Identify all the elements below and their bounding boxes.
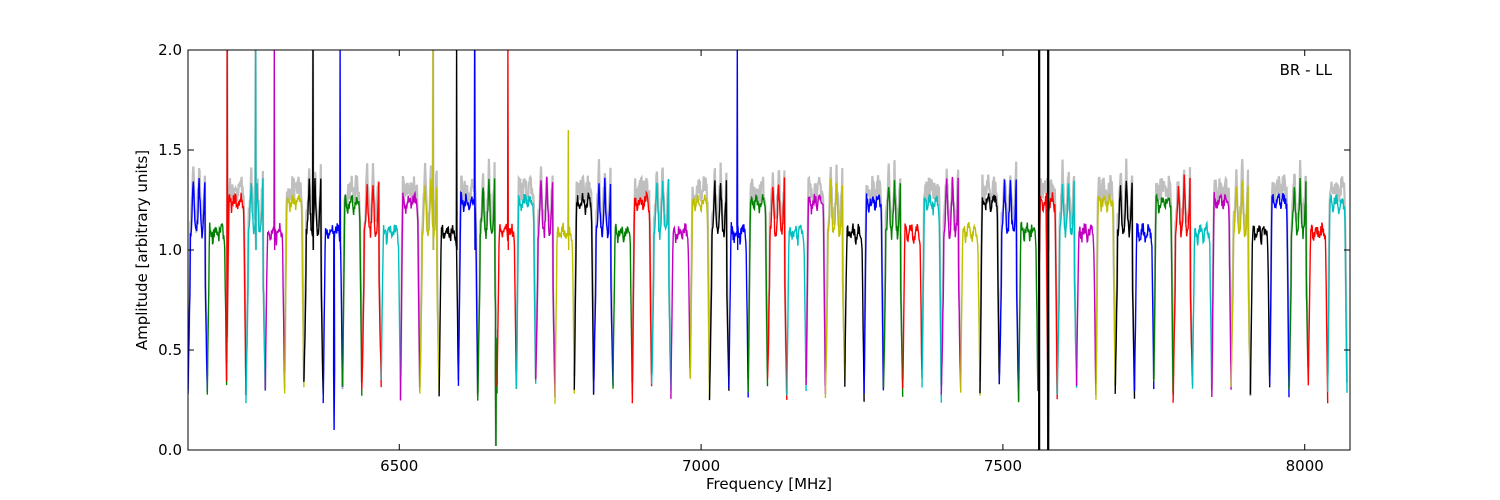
reference-channel-27: [689, 176, 711, 383]
channel-line-9: [341, 194, 363, 396]
reference-channel-24: [631, 174, 653, 383]
y-tick-label: 2.0: [158, 41, 182, 59]
channel-line-20: [554, 129, 575, 404]
channel-line-23: [612, 223, 633, 396]
channel-line-15: [457, 50, 479, 394]
channel-line-22: [592, 177, 614, 393]
channel-line-58: [1288, 177, 1309, 390]
channel-line-16: [477, 178, 498, 447]
channel-line-57: [1269, 192, 1290, 398]
channel-line-5: [264, 50, 286, 391]
channel-line-60: [1327, 194, 1348, 393]
channel-line-59: [1307, 222, 1329, 404]
series-layer: [188, 50, 1349, 450]
channel-line-48: [1095, 193, 1116, 400]
y-tick-label: 0.0: [158, 441, 182, 459]
channel-line-54: [1211, 192, 1232, 398]
x-tick-label: 7000: [682, 457, 720, 475]
channel-line-30: [747, 194, 769, 393]
channel-line-35: [844, 223, 865, 402]
reference-channel-18: [515, 174, 537, 379]
channel-line-29: [728, 50, 749, 398]
channel-line-47: [1075, 223, 1097, 395]
channel-line-40: [940, 176, 962, 395]
channel-line-7: [303, 50, 324, 395]
y-tick-label: 1.5: [158, 141, 182, 159]
channel-line-17: [496, 50, 518, 389]
reference-channel-54: [1210, 175, 1233, 390]
channel-line-13: [419, 50, 440, 394]
channel-line-52: [1172, 174, 1194, 403]
channel-line-50: [1133, 223, 1155, 392]
channel-line-53: [1191, 220, 1213, 393]
reference-channel-60: [1326, 176, 1349, 383]
channel-line-14: [438, 50, 460, 397]
channel-line-51: [1153, 193, 1174, 394]
channel-line-38: [902, 223, 923, 389]
reference-channel-51: [1152, 175, 1175, 396]
channel-line-18: [515, 193, 537, 389]
reference-channel-42: [978, 174, 1001, 382]
channel-line-37: [882, 180, 904, 397]
channel-line-49: [1114, 180, 1136, 399]
y-tick-label: 1.0: [158, 241, 182, 259]
channel-line-8: [322, 50, 344, 431]
reference-channel-12: [399, 175, 421, 388]
channel-line-2: [206, 222, 228, 395]
panel-annotation: BR - LL: [1280, 61, 1333, 79]
channel-line-19: [535, 176, 556, 398]
channel-line-56: [1249, 225, 1271, 395]
channel-line-32: [786, 224, 807, 396]
y-axis-label: Amplitude [arbitrary units]: [133, 150, 151, 350]
channel-line-25: [650, 178, 672, 391]
channel-line-27: [689, 194, 711, 398]
channel-line-6: [283, 193, 305, 394]
channel-line-43: [998, 179, 1020, 401]
x-tick-label: 7500: [984, 457, 1022, 475]
channel-line-33: [805, 193, 827, 395]
channel-line-55: [1230, 180, 1252, 395]
channel-line-26: [670, 223, 691, 399]
reference-channel-21: [573, 174, 595, 378]
channel-line-36: [863, 193, 885, 394]
channel-line-44: [1017, 221, 1039, 403]
channel-line-42: [979, 193, 1000, 394]
channel-line-4: [245, 50, 266, 404]
channel-line-28: [708, 180, 730, 401]
channel-line-34: [824, 178, 846, 399]
channel-line-21: [573, 192, 595, 395]
channel-line-41: [960, 222, 981, 396]
channel-line-1: [188, 177, 208, 395]
channel-line-10: [361, 182, 382, 390]
channel-line-46: [1056, 180, 1078, 395]
channel-line-39: [921, 194, 942, 403]
x-axis-label: Frequency [MHz]: [706, 475, 832, 493]
reference-channel-36: [863, 175, 885, 384]
y-tick-label: 0.5: [158, 341, 182, 359]
tick-layer: 6500 7000 7500 8000 0.0 0.5 1.0 1.5 2.0: [158, 41, 1350, 475]
channel-line-24: [631, 190, 653, 404]
reference-channel-39: [920, 177, 943, 386]
channel-line-12: [399, 190, 421, 401]
x-tick-label: 8000: [1286, 457, 1324, 475]
x-tick-label: 6500: [380, 457, 418, 475]
reference-channel-48: [1094, 175, 1117, 384]
channel-line-31: [766, 177, 788, 400]
channel-line-3: [225, 50, 247, 396]
channel-line-11: [380, 224, 402, 400]
